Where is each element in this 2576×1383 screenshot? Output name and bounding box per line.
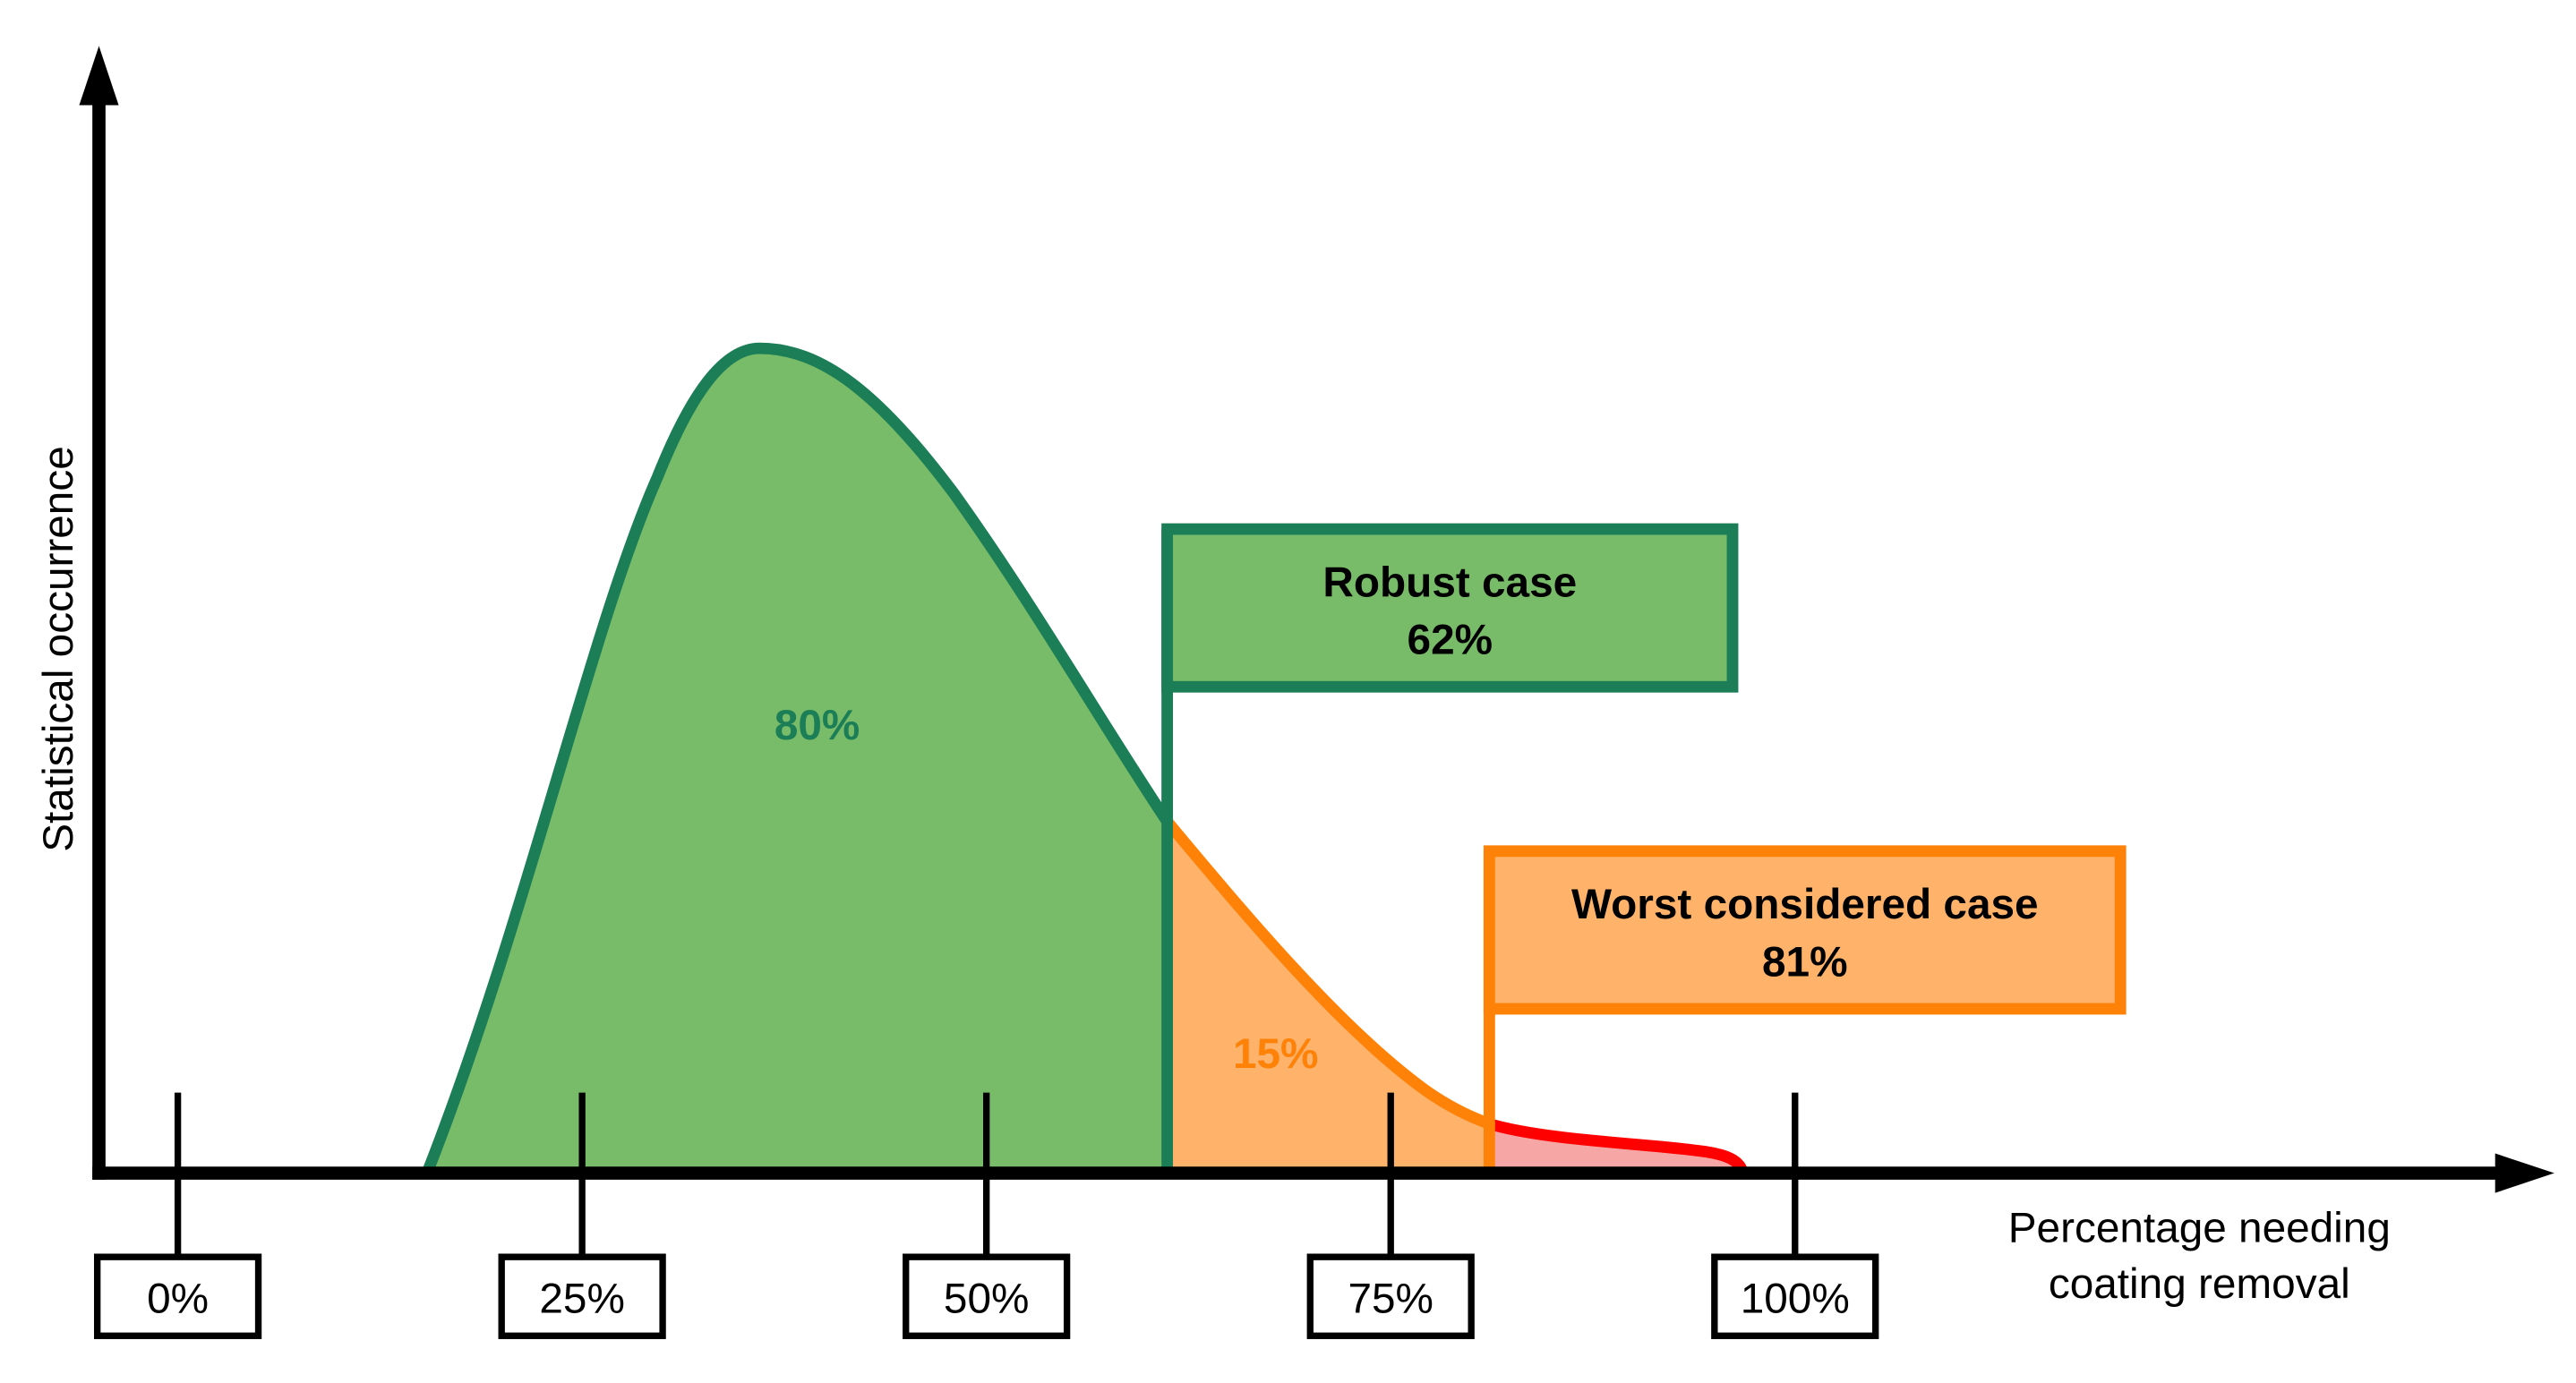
tick-0: 0% (93, 1092, 262, 1339)
green-region-label: 80% (775, 702, 860, 749)
tick-label-box (498, 1253, 666, 1339)
green-area (427, 348, 1168, 1172)
orange-curve (1161, 815, 1495, 1130)
x-axis-label-line2: coating removal (2049, 1260, 2350, 1308)
red-tail-curve (1483, 1118, 1749, 1178)
worst-flag-box (1483, 845, 2127, 1015)
tick-label: 75% (1348, 1276, 1433, 1323)
x-axis-label-line1: Percentage needing (2008, 1205, 2391, 1252)
tick-label: 0% (147, 1276, 209, 1323)
worst-flag-title: Worst considered case (1571, 881, 2039, 928)
robust-flag-box (1161, 523, 1739, 693)
tick-label-box (93, 1253, 262, 1339)
tick-label: 100% (1741, 1276, 1850, 1323)
tick-label: 50% (944, 1276, 1030, 1323)
y-axis-arrow (79, 46, 119, 106)
tick-50: 50% (903, 1092, 1071, 1339)
tick-label: 25% (539, 1276, 625, 1323)
tick-label-box (903, 1253, 1071, 1339)
x-axis-arrow (2495, 1153, 2555, 1193)
robust-flag-value: 62% (1408, 617, 1493, 664)
tick-label-box (1711, 1253, 1879, 1339)
green-curve (422, 342, 1174, 1178)
tick-100: 100% (1711, 1092, 1879, 1339)
robust-flag-title: Robust case (1322, 559, 1577, 606)
tick-25: 25% (498, 1092, 666, 1339)
tick-75: 75% (1306, 1092, 1475, 1339)
y-axis-label: Statistical occurrence (35, 446, 82, 852)
worst-flag-value: 81% (1762, 938, 1848, 986)
orange-region-label: 15% (1233, 1030, 1319, 1078)
tick-label-box (1306, 1253, 1475, 1339)
